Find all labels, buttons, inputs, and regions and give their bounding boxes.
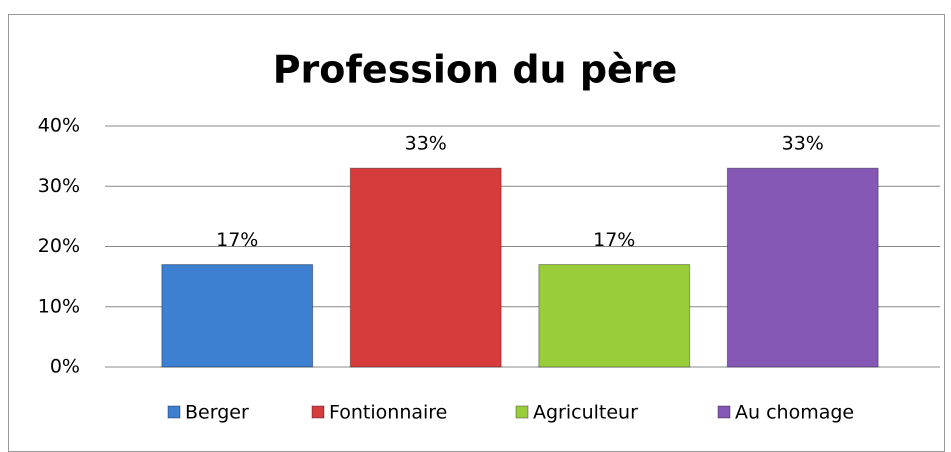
data-label: 33% <box>782 133 824 155</box>
y-tick-label: 30% <box>38 175 80 197</box>
data-label: 17% <box>593 229 635 251</box>
chart-title: Profession du père <box>273 48 678 92</box>
legend-label: Fontionnaire <box>329 402 447 424</box>
legend-label: Agriculteur <box>533 402 638 424</box>
y-tick-label: 20% <box>38 235 80 257</box>
data-label: 33% <box>405 133 447 155</box>
legend-label: Berger <box>185 402 249 424</box>
y-tick-label: 10% <box>38 295 80 317</box>
y-tick-label: 0% <box>50 356 80 378</box>
legend-swatch <box>717 405 731 419</box>
bar <box>349 167 502 368</box>
legend-label: Au chomage <box>735 402 854 424</box>
bar <box>538 264 691 368</box>
bar <box>726 167 879 368</box>
bar <box>161 264 314 368</box>
legend-swatch <box>311 405 325 419</box>
y-tick-label: 40% <box>38 115 80 137</box>
legend-swatch <box>515 405 529 419</box>
data-label: 17% <box>216 229 258 251</box>
legend-swatch <box>167 405 181 419</box>
